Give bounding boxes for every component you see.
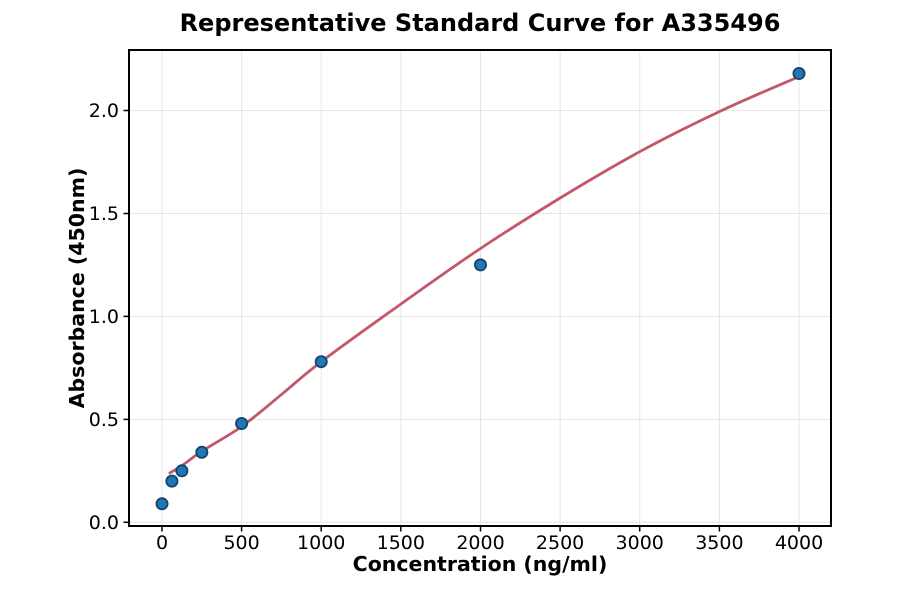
data-point	[314, 355, 328, 369]
x-tick-label: 1500	[377, 532, 425, 554]
data-point	[175, 464, 189, 478]
data-point	[235, 416, 249, 430]
y-tick-label: 0.0	[89, 512, 119, 534]
x-tick-label: 3000	[616, 532, 664, 554]
x-tick-label: 500	[223, 532, 259, 554]
data-point	[473, 258, 487, 272]
x-tick-label: 0	[156, 532, 168, 554]
x-tick-label: 2500	[536, 532, 584, 554]
x-tick-label: 1000	[297, 532, 345, 554]
data-point	[195, 445, 209, 459]
y-tick-label: 1.0	[89, 306, 119, 328]
data-point	[155, 497, 169, 511]
x-tick-label: 4000	[775, 532, 823, 554]
gridlines	[129, 50, 831, 526]
data-point	[792, 67, 806, 81]
y-tick-label: 1.5	[89, 203, 119, 225]
y-axis-label: Absorbance (450nm)	[65, 168, 89, 409]
x-tick-label: 2000	[456, 532, 504, 554]
tick-labels: 0 500 1000 1500 2000 2500 3000 3500 4000 0.0 0.5 1.…	[89, 100, 823, 554]
x-tick-label: 3500	[695, 532, 743, 554]
x-axis-label: Concentration (ng/ml)	[353, 552, 608, 576]
y-tick-label: 0.5	[89, 409, 119, 431]
y-tick-label: 2.0	[89, 100, 119, 122]
data-points	[155, 67, 806, 511]
chart-title: Representative Standard Curve for A33549…	[180, 9, 781, 37]
plot-border	[128, 49, 832, 527]
data-point	[165, 474, 179, 488]
